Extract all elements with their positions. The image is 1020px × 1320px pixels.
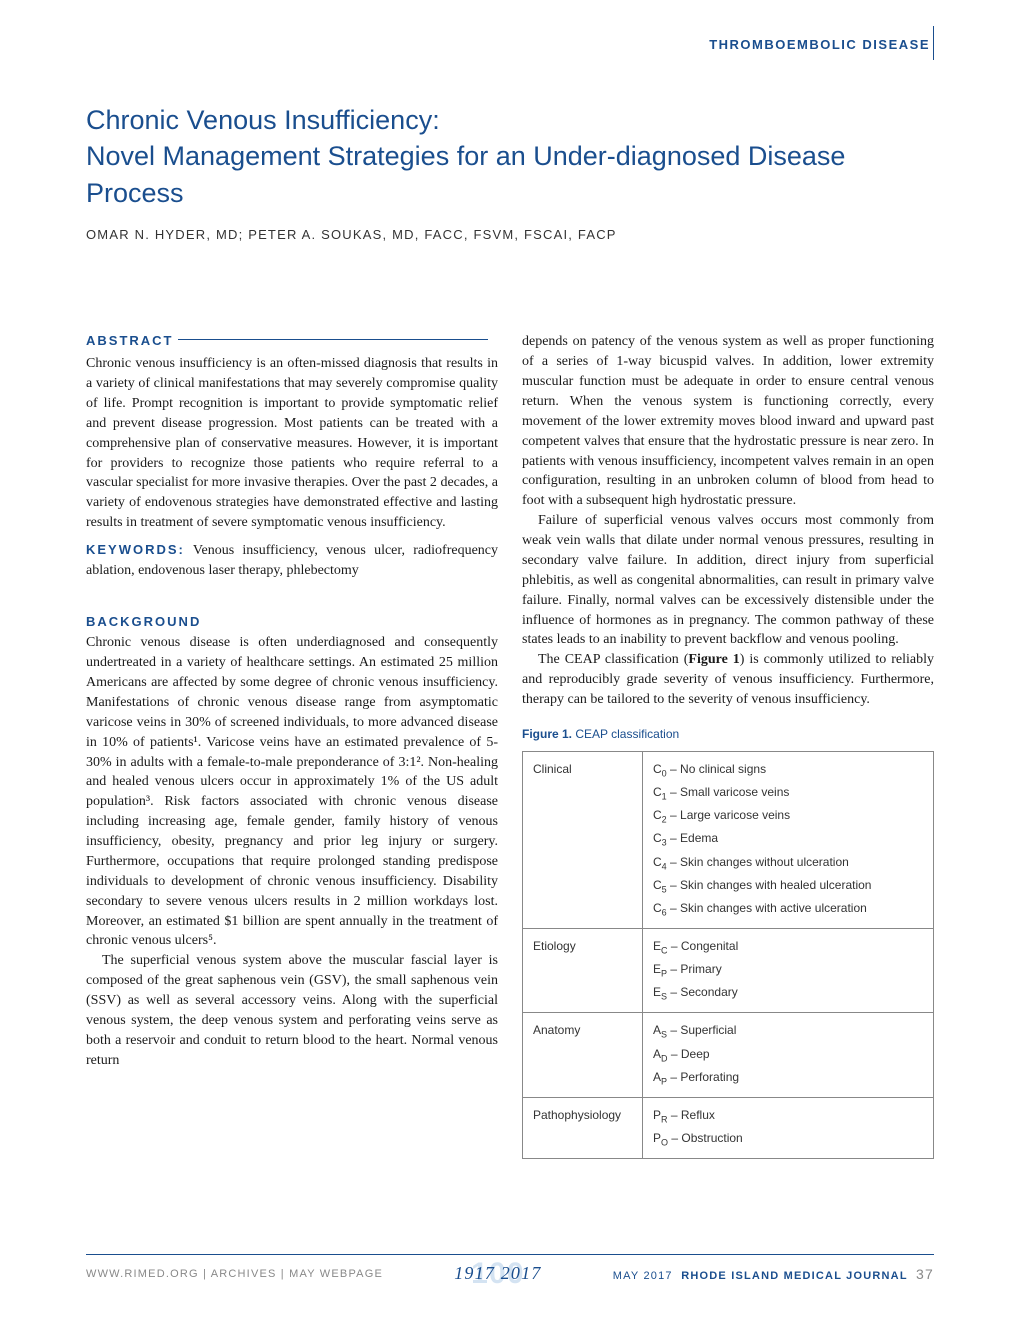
footer-date: MAY 2017 [613,1270,673,1282]
ceap-items: C0 – No clinical signsC1 – Small varicos… [643,751,934,928]
col2-para-2: Failure of superficial venous valves occ… [522,511,934,650]
keywords-block: KEYWORDS: Venous insufficiency, venous u… [86,541,498,581]
article-title-block: Chronic Venous Insufficiency: Novel Mana… [86,102,934,211]
keywords-heading: KEYWORDS: [86,542,185,557]
section-label: THROMBOEMBOLIC DISEASE [709,37,930,52]
footer-links: WWW.RIMED.ORG | ARCHIVES | MAY WEBPAGE [86,1268,383,1280]
figure-caption-text: CEAP classification [572,727,679,741]
figure-ref: Figure 1 [688,652,739,667]
footer-anniversary-logo: 100 1917 2017 [454,1263,541,1284]
abstract-body: Chronic venous insufficiency is an often… [86,354,498,533]
ceap-category-label: Clinical [523,751,643,928]
table-row: AnatomyAS – SuperficialAD – DeepAP – Per… [523,1013,934,1097]
body-columns: ABSTRACT Chronic venous insufficiency is… [86,332,934,1159]
journal-section-header: THROMBOEMBOLIC DISEASE [86,36,934,54]
ceap-items: AS – SuperficialAD – DeepAP – Perforatin… [643,1013,934,1097]
background-heading: BACKGROUND [86,613,498,631]
ceap-category-label: Pathophysiology [523,1097,643,1158]
title-line-2: Novel Management Strategies for an Under… [86,141,845,207]
figure-caption: Figure 1. CEAP classification [522,726,934,743]
abstract-heading-wrap: ABSTRACT [86,332,498,352]
ceap-category-label: Etiology [523,928,643,1012]
header-rule [933,26,934,60]
ceap-items: PR – RefluxPO – Obstruction [643,1097,934,1158]
page-footer: WWW.RIMED.ORG | ARCHIVES | MAY WEBPAGE 1… [86,1254,934,1284]
footer-right: MAY 2017 RHODE ISLAND MEDICAL JOURNAL 37 [613,1266,934,1282]
ceap-category-label: Anatomy [523,1013,643,1097]
title-line-1: Chronic Venous Insufficiency: [86,105,440,135]
footer-logo-years: 1917 2017 [454,1263,541,1283]
col2-para-1: depends on patency of the venous system … [522,332,934,511]
column-left: ABSTRACT Chronic venous insufficiency is… [86,332,498,1159]
table-row: PathophysiologyPR – RefluxPO – Obstructi… [523,1097,934,1158]
background-para-1: Chronic venous disease is often underdia… [86,633,498,951]
column-right: depends on patency of the venous system … [522,332,934,1159]
table-row: EtiologyEC – CongenitalEP – PrimaryES – … [523,928,934,1012]
figure-label: Figure 1. [522,727,572,741]
col2-para3-a: The CEAP classification ( [538,652,688,667]
footer-left: WWW.RIMED.ORG | ARCHIVES | MAY WEBPAGE [86,1268,383,1280]
footer-journal: RHODE ISLAND MEDICAL JOURNAL [681,1270,908,1282]
abstract-rule [178,339,488,340]
ceap-items: EC – CongenitalEP – PrimaryES – Secondar… [643,928,934,1012]
background-para-2: The superficial venous system above the … [86,951,498,1070]
abstract-heading: ABSTRACT [86,333,174,348]
authors: OMAR N. HYDER, MD; PETER A. SOUKAS, MD, … [86,227,934,242]
table-row: ClinicalC0 – No clinical signsC1 – Small… [523,751,934,928]
footer-page: 37 [916,1266,934,1282]
ceap-table: ClinicalC0 – No clinical signsC1 – Small… [522,751,934,1159]
col2-para-3: The CEAP classification (Figure 1) is co… [522,650,934,710]
article-title: Chronic Venous Insufficiency: Novel Mana… [86,102,934,211]
